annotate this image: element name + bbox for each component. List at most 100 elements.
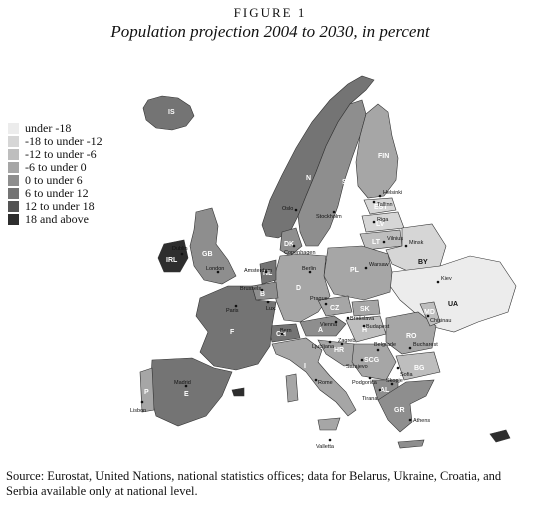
city-tirana: Tirana (362, 396, 378, 402)
legend-swatch (8, 162, 19, 173)
region-iceland (142, 95, 195, 131)
city-paris: Paris (226, 308, 239, 314)
legend-label: under -18 (25, 121, 72, 135)
city-copenhagen: Copenhagen (284, 250, 316, 256)
legend-swatch (8, 175, 19, 186)
city-bucharest: Bucharest (413, 342, 438, 348)
city-bern: Bern (280, 328, 292, 334)
label-cz: CZ (330, 305, 340, 312)
legend-label: 18 and above (25, 212, 89, 226)
city-dublin: Dublin (172, 246, 188, 252)
legend-label: 12 to under 18 (25, 199, 95, 213)
region-netherlands (259, 259, 277, 285)
legend-swatch (8, 201, 19, 212)
city-oslo: Oslo (282, 206, 293, 212)
legend-label: -18 to under -12 (25, 134, 103, 148)
city-luxembourg: Lux. (266, 306, 277, 312)
label-irl: IRL (166, 257, 178, 264)
label-fin: FIN (378, 153, 389, 160)
label-hr: HR (334, 347, 344, 354)
city-skopje: Skopje (386, 378, 403, 384)
city-athens: Athens (413, 418, 430, 424)
label-p: P (144, 389, 149, 396)
region-ireland (157, 239, 189, 273)
label-nl: NL (263, 270, 273, 277)
figure-label: FIGURE 1 (233, 5, 307, 20)
region-czech (317, 295, 353, 317)
legend-label: 6 to under 12 (25, 186, 89, 200)
legend-item: -12 to under -6 (8, 148, 103, 161)
city-podgorica: Podgorica (352, 380, 378, 386)
region-sardinia (285, 373, 299, 403)
legend-swatch (8, 123, 19, 134)
label-bg: BG (414, 365, 425, 372)
city-ljubljana: Ljubljana (312, 344, 335, 350)
europe-map: FIN S EST LV LT BY UA MD RO BG GR PL CZ … (0, 50, 540, 460)
source-note: Source: Eurostat, United Nations, nation… (6, 469, 502, 498)
label-by: BY (418, 259, 428, 266)
city-warsaw: Warsaw (369, 262, 389, 268)
region-crete (397, 439, 425, 449)
city-kiev: Kiev (441, 276, 452, 282)
legend-swatch (8, 136, 19, 147)
label-lt: LT (372, 239, 381, 246)
city-minsk: Minsk (409, 240, 424, 246)
region-cyprus (489, 429, 511, 443)
city-amsterdam: Amsterdam (244, 268, 273, 274)
label-s: S (342, 179, 347, 186)
label-is: IS (168, 109, 175, 116)
region-bulgaria (395, 351, 441, 381)
city-stockholm: Stockholm (316, 214, 342, 220)
label-al: AL (380, 387, 390, 394)
region-romania (385, 311, 437, 355)
figure-title: Population projection 2004 to 2030, in p… (110, 22, 430, 41)
label-md: MD (424, 309, 435, 316)
region-portugal (139, 367, 155, 413)
city-vienna: Vienna (320, 322, 338, 328)
city-valletta: Valletta (316, 444, 335, 450)
region-austria (299, 315, 347, 337)
city-helsinki: Helsinki (383, 190, 402, 196)
region-sicily (317, 417, 341, 431)
label-i: I (304, 363, 306, 370)
label-ro: RO (406, 333, 417, 340)
region-estonia (363, 197, 397, 215)
legend-item: -18 to under -12 (8, 135, 103, 148)
city-rome: Rome (318, 380, 333, 386)
legend-item: under -18 (8, 122, 103, 135)
map-legend: under -18 -18 to under -12 -12 to under -6… (8, 122, 103, 226)
legend-label: 0 to under 6 (25, 173, 83, 187)
city-zagreb: Zagreb (338, 338, 355, 344)
city-prague: Prague (310, 296, 328, 302)
region-moldova (419, 301, 441, 327)
legend-item: 6 to under 12 (8, 187, 103, 200)
region-germany (273, 253, 331, 323)
legend-item: 18 and above (8, 213, 103, 226)
city-madrid: Madrid (174, 380, 191, 386)
label-f: F (230, 329, 235, 336)
region-ukraine (389, 255, 517, 333)
city-brussels: Brussels (240, 286, 261, 292)
region-slovakia (351, 299, 381, 317)
region-finland (355, 103, 399, 199)
region-poland (323, 245, 393, 301)
label-sk: SK (360, 306, 370, 313)
label-h: H (362, 327, 367, 334)
label-d: D (296, 285, 301, 292)
city-budapest: Budapest (366, 324, 390, 330)
legend-item: 0 to under 6 (8, 174, 103, 187)
region-greece (377, 379, 435, 433)
region-france (195, 285, 277, 371)
region-slovenia-croatia (317, 339, 363, 367)
region-balearic (231, 387, 245, 397)
legend-swatch (8, 149, 19, 160)
region-great-britain (189, 207, 237, 285)
label-a: A (318, 327, 323, 334)
label-gb: GB (202, 251, 213, 258)
city-sofia: Sofia (400, 372, 413, 378)
city-london: London (206, 266, 224, 272)
label-est: EST (374, 204, 388, 211)
legend-item: 12 to under 18 (8, 200, 103, 213)
legend-swatch (8, 214, 19, 225)
label-gr: GR (394, 407, 405, 414)
